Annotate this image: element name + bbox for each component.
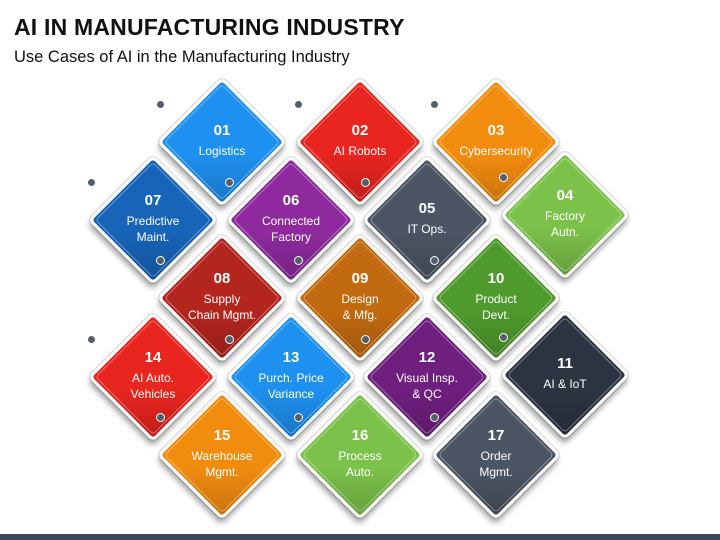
tile-text: Process Auto. xyxy=(338,449,382,479)
tile-label-04: 04 Factory Autn. xyxy=(517,187,613,240)
tile-number: 08 xyxy=(213,270,231,287)
tile-number: 01 xyxy=(213,122,231,139)
tile-number: 14 xyxy=(144,349,162,366)
footer-bar xyxy=(0,534,720,540)
connector-dot xyxy=(87,178,96,187)
tile-number: 17 xyxy=(487,427,505,444)
tile-text: AI Robots xyxy=(333,144,387,158)
tile-label-09: 09 Design & Mfg. xyxy=(312,270,408,323)
tile-label-14: 14 AI Auto. Vehicles xyxy=(105,349,201,402)
connector-dot xyxy=(225,178,234,187)
tile-text: Purch. Price Variance xyxy=(258,371,324,401)
tile-number: 10 xyxy=(487,270,505,287)
connector-dot xyxy=(430,413,439,422)
tile-text: IT Ops. xyxy=(407,222,447,236)
tile-number: 15 xyxy=(213,427,231,444)
tile-label-15: 15 Warehouse Mgmt. xyxy=(174,427,270,480)
tile-text: AI Auto. Vehicles xyxy=(130,371,176,401)
tile-label-05: 05 IT Ops. xyxy=(379,200,475,237)
tile-text: Connected Factory xyxy=(261,214,321,244)
tile-number: 06 xyxy=(282,192,300,209)
tile-text: Product Devt. xyxy=(475,292,517,322)
connector-dot xyxy=(294,256,303,265)
connector-dot xyxy=(156,413,165,422)
tile-label-03: 03 Cybersecurity xyxy=(448,122,544,159)
tile-number: 02 xyxy=(351,122,369,139)
connector-dot xyxy=(156,256,165,265)
tile-text: Visual Insp. & QC xyxy=(396,371,458,401)
page-subtitle: Use Cases of AI in the Manufacturing Ind… xyxy=(14,48,350,66)
tile-text: Cybersecurity xyxy=(459,144,533,158)
tile-text: Order Mgmt. xyxy=(479,449,513,479)
page-title: AI IN MANUFACTURING INDUSTRY xyxy=(14,14,405,40)
connector-dot xyxy=(294,100,303,109)
connector-dot xyxy=(225,335,234,344)
connector-dot xyxy=(430,256,439,265)
tile-text: Factory Autn. xyxy=(544,209,585,239)
tile-number: 03 xyxy=(487,122,505,139)
tile-number: 13 xyxy=(282,349,300,366)
connector-dot xyxy=(87,335,96,344)
tile-text: Supply Chain Mgmt. xyxy=(187,292,257,322)
tile-text: Logistics xyxy=(198,144,246,158)
tile-label-07: 07 Predictive Maint. xyxy=(105,192,201,245)
tile-text: Warehouse Mgmt. xyxy=(191,449,253,479)
connector-dot xyxy=(361,335,370,344)
tile-label-01: 01 Logistics xyxy=(174,122,270,159)
tile-text: Predictive Maint. xyxy=(126,214,180,244)
tile-number: 12 xyxy=(418,349,436,366)
connector-dot xyxy=(430,100,439,109)
tile-number: 16 xyxy=(351,427,369,444)
tile-text: Design & Mfg. xyxy=(341,292,379,322)
tile-number: 04 xyxy=(556,187,574,204)
connector-dot xyxy=(499,333,508,342)
tile-label-08: 08 Supply Chain Mgmt. xyxy=(174,270,270,323)
tile-number: 09 xyxy=(351,270,369,287)
connector-dot xyxy=(499,173,508,182)
tile-label-12: 12 Visual Insp. & QC xyxy=(379,349,475,402)
tile-label-16: 16 Process Auto. xyxy=(312,427,408,480)
tile-label-17: 17 Order Mgmt. xyxy=(448,427,544,480)
tile-label-02: 02 AI Robots xyxy=(312,122,408,159)
tile-label-10: 10 Product Devt. xyxy=(448,270,544,323)
connector-dot xyxy=(156,100,165,109)
tile-number: 05 xyxy=(418,200,436,217)
connector-dot xyxy=(294,413,303,422)
tile-number: 11 xyxy=(557,355,573,372)
tile-label-13: 13 Purch. Price Variance xyxy=(243,349,339,402)
tile-text: AI & IoT xyxy=(543,377,587,391)
tile-label-11: 11 AI & IoT xyxy=(517,355,613,392)
connector-dot xyxy=(361,178,370,187)
tile-label-06: 06 Connected Factory xyxy=(243,192,339,245)
tile-number: 07 xyxy=(144,192,162,209)
